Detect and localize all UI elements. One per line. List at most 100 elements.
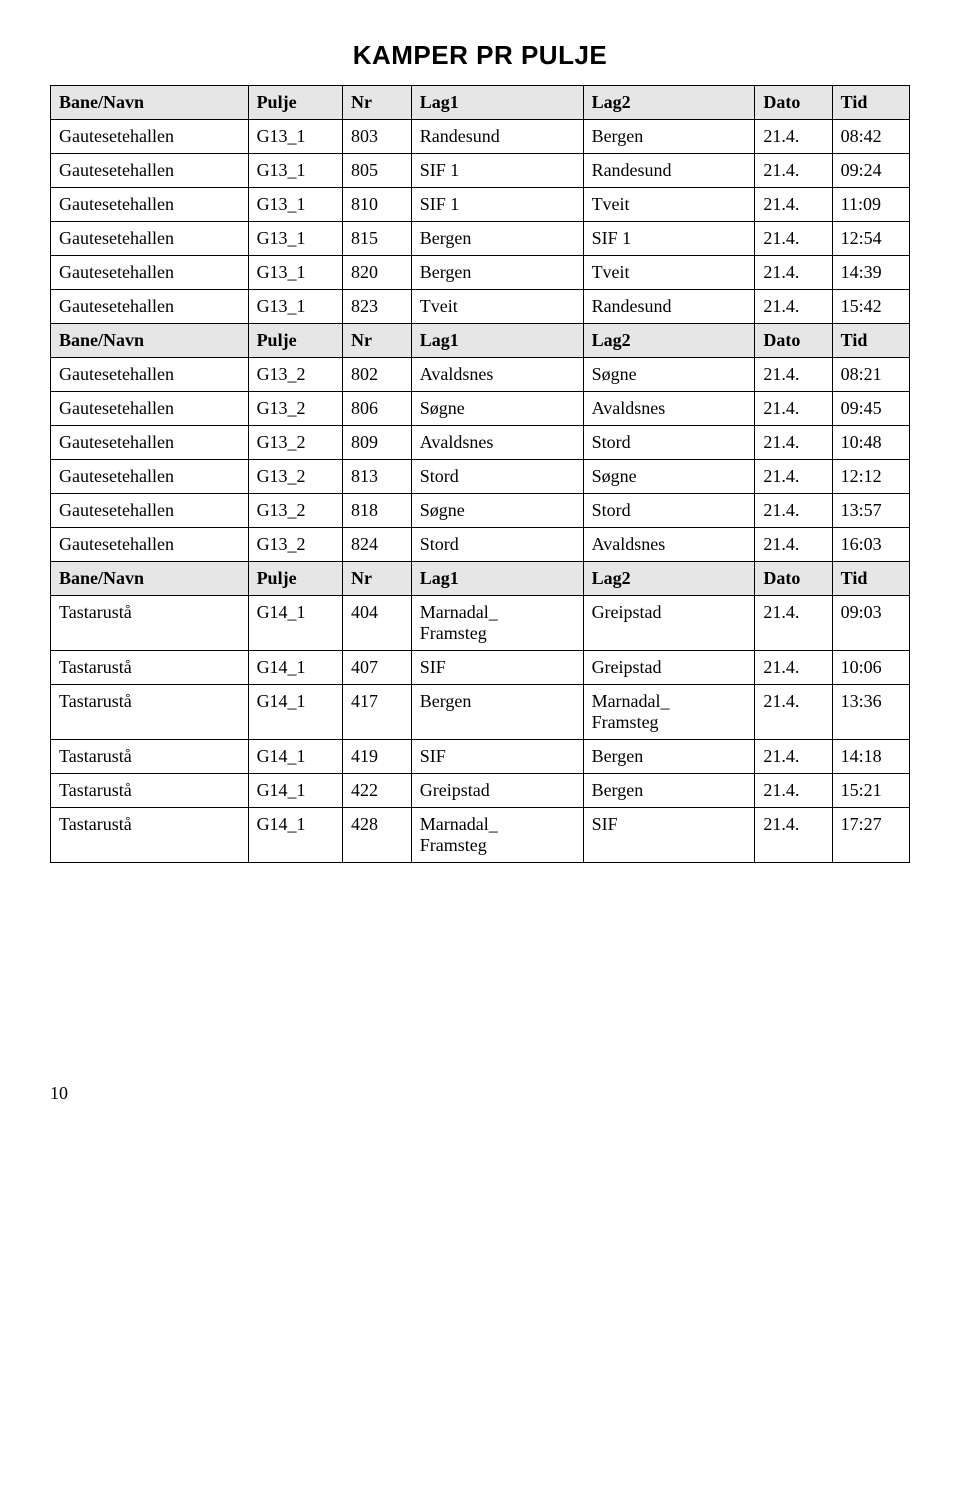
table-cell-bane: Gautesetehallen — [51, 256, 249, 290]
table-cell-lag2: Greipstad — [583, 651, 755, 685]
table-cell-pulje: G13_1 — [248, 188, 342, 222]
table-cell-pulje: G13_2 — [248, 358, 342, 392]
table-header-cell-nr: Nr — [343, 562, 412, 596]
table-row: GautesetehallenG13_2824StordAvaldsnes21.… — [51, 528, 910, 562]
table-cell-nr: 419 — [343, 740, 412, 774]
table-cell-lag1: Tveit — [411, 290, 583, 324]
table-cell-dato: 21.4. — [755, 358, 832, 392]
table-header-cell-nr: Nr — [343, 86, 412, 120]
table-header-cell-dato: Dato — [755, 562, 832, 596]
table-cell-nr: 818 — [343, 494, 412, 528]
table-cell-lag2: Bergen — [583, 740, 755, 774]
table-cell-pulje: G13_2 — [248, 426, 342, 460]
table-cell-bane: Tastarustå — [51, 808, 249, 863]
table-cell-dato: 21.4. — [755, 460, 832, 494]
table-cell-dato: 21.4. — [755, 222, 832, 256]
table-cell-lag2: Randesund — [583, 290, 755, 324]
table-cell-bane: Gautesetehallen — [51, 154, 249, 188]
table-cell-bane: Gautesetehallen — [51, 528, 249, 562]
table-cell-tid: 15:21 — [832, 774, 909, 808]
table-cell-nr: 813 — [343, 460, 412, 494]
table-cell-nr: 407 — [343, 651, 412, 685]
table-cell-bane: Gautesetehallen — [51, 494, 249, 528]
table-cell-nr: 820 — [343, 256, 412, 290]
table-cell-lag2: Tveit — [583, 256, 755, 290]
table-cell-pulje: G13_1 — [248, 290, 342, 324]
table-cell-lag1: SIF 1 — [411, 188, 583, 222]
table-cell-lag2: SIF — [583, 808, 755, 863]
table-cell-nr: 806 — [343, 392, 412, 426]
table-cell-nr: 809 — [343, 426, 412, 460]
table-cell-lag1: SIF — [411, 740, 583, 774]
table-cell-bane: Gautesetehallen — [51, 426, 249, 460]
table-header-cell-pulje: Pulje — [248, 324, 342, 358]
table-row: TastaruståG14_1404Marnadal_FramstegGreip… — [51, 596, 910, 651]
table-cell-dato: 21.4. — [755, 808, 832, 863]
table-header-cell-dato: Dato — [755, 324, 832, 358]
table-cell-pulje: G13_1 — [248, 256, 342, 290]
table-cell-tid: 12:12 — [832, 460, 909, 494]
table-cell-bane: Tastarustå — [51, 685, 249, 740]
table-cell-tid: 09:45 — [832, 392, 909, 426]
table-cell-tid: 13:57 — [832, 494, 909, 528]
table-cell-dato: 21.4. — [755, 188, 832, 222]
table-cell-pulje: G14_1 — [248, 774, 342, 808]
table-cell-bane: Gautesetehallen — [51, 392, 249, 426]
table-header-cell-bane: Bane/Navn — [51, 562, 249, 596]
table-cell-tid: 14:39 — [832, 256, 909, 290]
table-cell-lag2: Avaldsnes — [583, 528, 755, 562]
table-cell-pulje: G14_1 — [248, 740, 342, 774]
table-cell-lag2: SIF 1 — [583, 222, 755, 256]
table-cell-lag2: Stord — [583, 494, 755, 528]
table-cell-dato: 21.4. — [755, 256, 832, 290]
table-header-cell-nr: Nr — [343, 324, 412, 358]
table-row: TastaruståG14_1428Marnadal_FramstegSIF21… — [51, 808, 910, 863]
table-header-row: Bane/NavnPuljeNrLag1Lag2DatoTid — [51, 562, 910, 596]
table-header-cell-pulje: Pulje — [248, 86, 342, 120]
table-row: GautesetehallenG13_2818SøgneStord21.4.13… — [51, 494, 910, 528]
table-cell-tid: 14:18 — [832, 740, 909, 774]
table-cell-pulje: G14_1 — [248, 808, 342, 863]
table-cell-lag1: Søgne — [411, 392, 583, 426]
table-row: GautesetehallenG13_1805SIF 1Randesund21.… — [51, 154, 910, 188]
table-cell-lag1: Stord — [411, 460, 583, 494]
table-cell-pulje: G14_1 — [248, 651, 342, 685]
table-row: GautesetehallenG13_2802AvaldsnesSøgne21.… — [51, 358, 910, 392]
table-cell-lag1: Avaldsnes — [411, 426, 583, 460]
table-header-row: Bane/NavnPuljeNrLag1Lag2DatoTid — [51, 86, 910, 120]
table-cell-tid: 13:36 — [832, 685, 909, 740]
table-cell-lag1: Stord — [411, 528, 583, 562]
table-row: GautesetehallenG13_2813StordSøgne21.4.12… — [51, 460, 910, 494]
table-cell-lag1: Bergen — [411, 222, 583, 256]
table-cell-dato: 21.4. — [755, 774, 832, 808]
table-cell-dato: 21.4. — [755, 596, 832, 651]
table-row: TastaruståG14_1417BergenMarnadal_Framste… — [51, 685, 910, 740]
table-cell-lag2: Stord — [583, 426, 755, 460]
table-cell-lag1: Søgne — [411, 494, 583, 528]
table-cell-tid: 09:24 — [832, 154, 909, 188]
table-cell-tid: 08:42 — [832, 120, 909, 154]
table-cell-pulje: G13_2 — [248, 392, 342, 426]
table-cell-dato: 21.4. — [755, 392, 832, 426]
table-cell-dato: 21.4. — [755, 528, 832, 562]
table-cell-dato: 21.4. — [755, 685, 832, 740]
table-cell-bane: Gautesetehallen — [51, 358, 249, 392]
table-row: GautesetehallenG13_2809AvaldsnesStord21.… — [51, 426, 910, 460]
table-row: GautesetehallenG13_1803RandesundBergen21… — [51, 120, 910, 154]
table-cell-dato: 21.4. — [755, 154, 832, 188]
table-cell-lag2: Bergen — [583, 774, 755, 808]
table-cell-tid: 09:03 — [832, 596, 909, 651]
table-cell-tid: 10:06 — [832, 651, 909, 685]
table-cell-nr: 815 — [343, 222, 412, 256]
table-cell-pulje: G13_1 — [248, 120, 342, 154]
table-cell-bane: Gautesetehallen — [51, 460, 249, 494]
table-cell-bane: Tastarustå — [51, 596, 249, 651]
table-header-cell-lag2: Lag2 — [583, 562, 755, 596]
table-cell-tid: 08:21 — [832, 358, 909, 392]
table-row: TastaruståG14_1407SIFGreipstad21.4.10:06 — [51, 651, 910, 685]
table-cell-nr: 404 — [343, 596, 412, 651]
table-cell-tid: 10:48 — [832, 426, 909, 460]
table-header-cell-lag1: Lag1 — [411, 86, 583, 120]
table-cell-tid: 15:42 — [832, 290, 909, 324]
table-header-cell-lag1: Lag1 — [411, 562, 583, 596]
